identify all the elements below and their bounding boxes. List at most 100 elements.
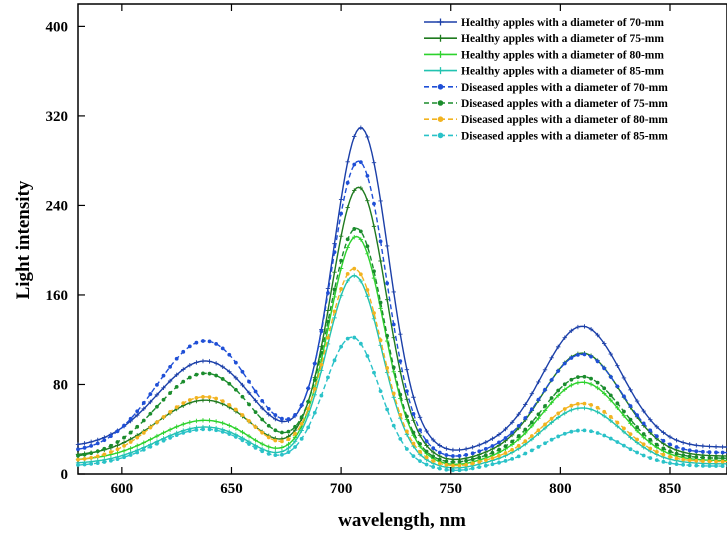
data-point (372, 201, 376, 206)
data-point (214, 428, 219, 433)
data-point (247, 379, 251, 384)
data-point (490, 444, 495, 448)
data-point (483, 458, 488, 462)
data-point (687, 448, 692, 453)
data-point (134, 443, 140, 448)
data-point (253, 389, 258, 394)
data-point (608, 351, 613, 357)
data-point (542, 408, 548, 413)
data-point (102, 446, 107, 451)
data-point (253, 410, 258, 415)
data-point (417, 433, 423, 438)
data-point (641, 432, 646, 436)
y-axis-label: Light intensity (13, 180, 34, 299)
data-point (240, 369, 245, 374)
data-point (615, 363, 620, 368)
data-point (332, 315, 337, 321)
data-point (299, 436, 304, 441)
data-point (385, 407, 390, 412)
data-point (174, 356, 179, 361)
data-point (621, 429, 627, 435)
data-point (615, 440, 620, 444)
data-point (510, 456, 515, 461)
data-point (622, 409, 626, 414)
data-point (293, 424, 297, 429)
legend-marker (437, 116, 444, 122)
data-point (89, 455, 94, 460)
data-point (714, 450, 718, 455)
data-point (635, 413, 640, 418)
data-point (266, 423, 271, 428)
data-point (635, 425, 640, 430)
data-point (246, 434, 252, 439)
data-point (444, 453, 449, 457)
data-point (233, 435, 238, 439)
data-point (622, 394, 626, 399)
data-point (608, 414, 613, 419)
data-point (516, 411, 521, 417)
data-point (424, 455, 429, 460)
data-point (569, 429, 574, 434)
data-point (654, 442, 659, 447)
data-point (194, 360, 199, 365)
data-point (418, 441, 422, 446)
data-point (181, 401, 186, 406)
data-point (207, 418, 212, 423)
data-point (181, 349, 186, 354)
data-point (404, 414, 409, 419)
data-point (444, 467, 449, 472)
data-point (181, 379, 186, 384)
data-point (332, 287, 337, 292)
data-point (168, 364, 172, 369)
data-point (148, 399, 153, 405)
data-point (128, 453, 133, 457)
data-point (687, 463, 692, 468)
data-point (358, 278, 364, 284)
data-point (602, 386, 607, 391)
data-point (108, 458, 113, 463)
data-point (352, 273, 357, 278)
data-point (654, 434, 659, 439)
data-point (635, 437, 640, 442)
data-point (299, 403, 304, 407)
data-point (516, 443, 521, 448)
data-point (108, 443, 113, 448)
data-point (635, 450, 640, 455)
x-tick-label: 800 (549, 481, 572, 497)
data-point (562, 361, 567, 366)
data-point (95, 441, 100, 446)
data-point (174, 433, 179, 438)
data-point (82, 452, 87, 457)
x-tick-label: 600 (111, 481, 134, 497)
data-point (562, 431, 567, 436)
data-point (510, 439, 515, 444)
data-point (720, 459, 725, 464)
data-point (608, 398, 613, 403)
data-point (687, 458, 692, 463)
data-point (365, 354, 370, 358)
data-point (352, 266, 357, 271)
legend-marker (437, 18, 444, 26)
data-point (259, 405, 265, 411)
data-point (148, 444, 153, 449)
data-point (464, 462, 468, 467)
data-point (714, 464, 718, 468)
data-point (385, 333, 390, 338)
data-point (372, 311, 376, 315)
data-point (529, 423, 535, 429)
data-point (536, 416, 541, 421)
data-point (398, 392, 403, 397)
data-point (516, 434, 521, 438)
data-point (352, 162, 357, 167)
data-point (582, 380, 587, 385)
data-point (628, 404, 633, 408)
data-point (555, 393, 561, 398)
data-point (253, 425, 258, 430)
data-point (602, 391, 607, 396)
data-point (668, 461, 672, 466)
data-point (227, 402, 232, 407)
data-point (411, 454, 416, 459)
data-point (372, 370, 376, 375)
data-point (529, 434, 534, 438)
data-point (247, 402, 251, 407)
